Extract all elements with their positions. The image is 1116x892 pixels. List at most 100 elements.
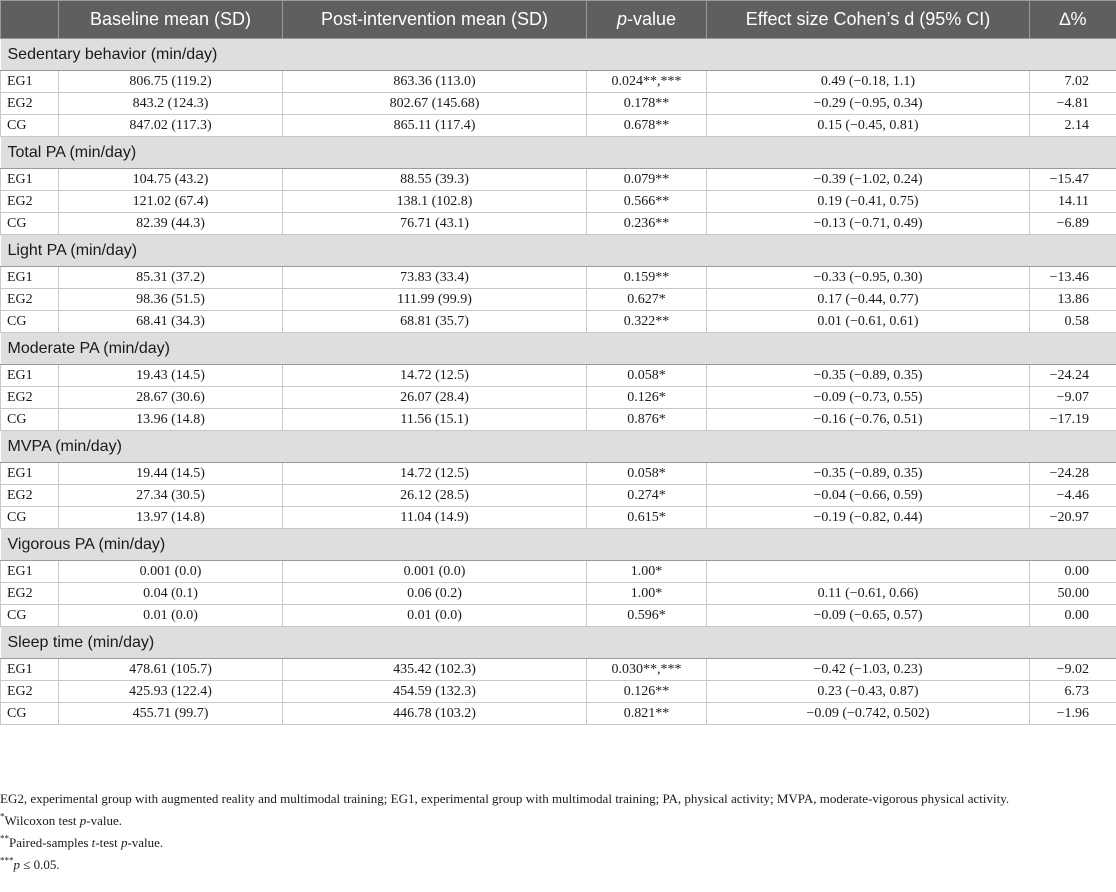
cell-group: CG <box>0 604 59 627</box>
cell-p-value: 0.030**,*** <box>586 658 707 681</box>
cell-baseline: 0.04 (0.1) <box>58 582 283 605</box>
cell-post-intervention: 0.06 (0.2) <box>282 582 587 605</box>
cell-p-value: 0.236** <box>586 212 707 235</box>
cell-group: EG2 <box>0 484 59 507</box>
cell-post-intervention: 0.001 (0.0) <box>282 560 587 583</box>
cell-p-value: 0.615* <box>586 506 707 529</box>
cell-effect-size: 0.15 (−0.45, 0.81) <box>706 114 1030 137</box>
table-row: EG2 28.67 (30.6) 26.07 (28.4) 0.126* −0.09 (… <box>0 386 1116 409</box>
table-row: CG 13.97 (14.8) 11.04 (14.9) 0.615* −0.19 (−… <box>0 506 1116 529</box>
table-row: CG 13.96 (14.8) 11.56 (15.1) 0.876* −0.16 (−… <box>0 408 1116 431</box>
header-p-rest: -value <box>626 9 677 29</box>
cell-delta-percent: −1.96 <box>1029 702 1116 725</box>
cell-group: EG1 <box>0 560 59 583</box>
cell-group: EG2 <box>0 386 59 409</box>
cell-baseline: 0.001 (0.0) <box>58 560 283 583</box>
cell-baseline: 104.75 (43.2) <box>58 168 283 191</box>
table-row: EG1 806.75 (119.2) 863.36 (113.0) 0.024**,*… <box>0 70 1116 93</box>
footnote-mark: ** <box>0 833 9 844</box>
cell-delta-percent: −24.28 <box>1029 462 1116 485</box>
cell-delta-percent: −6.89 <box>1029 212 1116 235</box>
table-row: CG 0.01 (0.0) 0.01 (0.0) 0.596* −0.09 (−0.65… <box>0 604 1116 627</box>
cell-baseline: 13.96 (14.8) <box>58 408 283 431</box>
footnote-mark: * <box>0 811 5 822</box>
section-title: Total PA (min/day) <box>0 136 1116 169</box>
cell-post-intervention: 68.81 (35.7) <box>282 310 587 333</box>
cell-p-value: 0.876* <box>586 408 707 431</box>
cell-post-intervention: 26.12 (28.5) <box>282 484 587 507</box>
cell-p-value: 0.024**,*** <box>586 70 707 93</box>
cell-effect-size: −0.35 (−0.89, 0.35) <box>706 364 1030 387</box>
cell-baseline: 98.36 (51.5) <box>58 288 283 311</box>
cell-effect-size: 0.49 (−0.18, 1.1) <box>706 70 1030 93</box>
cell-group: CG <box>0 310 59 333</box>
cell-post-intervention: 14.72 (12.5) <box>282 364 587 387</box>
cell-p-value: 0.274* <box>586 484 707 507</box>
cell-delta-percent: 0.00 <box>1029 604 1116 627</box>
cell-p-value: 0.821** <box>586 702 707 725</box>
cell-delta-percent: 13.86 <box>1029 288 1116 311</box>
section-title: Sleep time (min/day) <box>0 626 1116 659</box>
cell-effect-size: 0.17 (−0.44, 0.77) <box>706 288 1030 311</box>
cell-p-value: 0.126** <box>586 680 707 703</box>
cell-p-value: 0.678** <box>586 114 707 137</box>
cell-baseline: 455.71 (99.7) <box>58 702 283 725</box>
footnote-italic: p <box>120 835 128 850</box>
cell-p-value: 0.058* <box>586 364 707 387</box>
header-row: Baseline mean (SD) Post-intervention mea… <box>0 0 1116 39</box>
cell-delta-percent: 7.02 <box>1029 70 1116 93</box>
cell-group: EG1 <box>0 364 59 387</box>
cell-p-value: 0.566** <box>586 190 707 213</box>
cell-effect-size: −0.19 (−0.82, 0.44) <box>706 506 1030 529</box>
section-header-row: Total PA (min/day) <box>0 136 1116 169</box>
cell-baseline: 843.2 (124.3) <box>58 92 283 115</box>
cell-effect-size: −0.29 (−0.95, 0.34) <box>706 92 1030 115</box>
footnote-mark: *** <box>0 855 14 866</box>
cell-baseline: 19.43 (14.5) <box>58 364 283 387</box>
header-baseline: Baseline mean (SD) <box>58 0 283 39</box>
cell-group: EG1 <box>0 168 59 191</box>
section-title: Vigorous PA (min/day) <box>0 528 1116 561</box>
table-body: Sedentary behavior (min/day) EG1 806.75 (1… <box>0 38 1116 725</box>
table-row: EG1 19.43 (14.5) 14.72 (12.5) 0.058* −0.35 (… <box>0 364 1116 387</box>
cell-group: EG2 <box>0 288 59 311</box>
section-title: Sedentary behavior (min/day) <box>0 38 1116 71</box>
footnote-text: Paired-samples <box>9 835 92 850</box>
cell-effect-size: −0.09 (−0.73, 0.55) <box>706 386 1030 409</box>
cell-baseline: 19.44 (14.5) <box>58 462 283 485</box>
section-header-row: Vigorous PA (min/day) <box>0 528 1116 561</box>
cell-baseline: 28.67 (30.6) <box>58 386 283 409</box>
section-header-row: MVPA (min/day) <box>0 430 1116 463</box>
cell-post-intervention: 802.67 (145.68) <box>282 92 587 115</box>
cell-delta-percent: −9.02 <box>1029 658 1116 681</box>
cell-delta-percent: −4.81 <box>1029 92 1116 115</box>
section-header-row: Light PA (min/day) <box>0 234 1116 267</box>
cell-baseline: 13.97 (14.8) <box>58 506 283 529</box>
footnote-text: -value. <box>86 813 123 828</box>
cell-effect-size: −0.35 (−0.89, 0.35) <box>706 462 1030 485</box>
footnote-paired-t: **Paired-samples t-test p-value. <box>0 834 1114 851</box>
cell-p-value: 0.126* <box>586 386 707 409</box>
table-row: CG 68.41 (34.3) 68.81 (35.7) 0.322** 0.01 (−… <box>0 310 1116 333</box>
cell-delta-percent: 2.14 <box>1029 114 1116 137</box>
table-row: EG2 98.36 (51.5) 111.99 (99.9) 0.627* 0.17 (… <box>0 288 1116 311</box>
table-row: EG2 425.93 (122.4) 454.59 (132.3) 0.126** 0.… <box>0 680 1116 703</box>
cell-effect-size: −0.39 (−1.02, 0.24) <box>706 168 1030 191</box>
table-row: EG1 478.61 (105.7) 435.42 (102.3) 0.030**,*… <box>0 658 1116 681</box>
cell-baseline: 847.02 (117.3) <box>58 114 283 137</box>
footnote-abbreviations: EG2, experimental group with augmented r… <box>0 791 1010 806</box>
cell-post-intervention: 865.11 (117.4) <box>282 114 587 137</box>
header-p-italic: p <box>616 9 627 29</box>
cell-post-intervention: 14.72 (12.5) <box>282 462 587 485</box>
cell-effect-size: −0.16 (−0.76, 0.51) <box>706 408 1030 431</box>
cell-post-intervention: 88.55 (39.3) <box>282 168 587 191</box>
cell-effect-size: −0.09 (−0.742, 0.502) <box>706 702 1030 725</box>
cell-baseline: 806.75 (119.2) <box>58 70 283 93</box>
cell-p-value: 0.596* <box>586 604 707 627</box>
cell-baseline: 121.02 (67.4) <box>58 190 283 213</box>
header-p-value: p-value <box>586 0 707 39</box>
table-row: CG 847.02 (117.3) 865.11 (117.4) 0.678** 0.1… <box>0 114 1116 137</box>
cell-group: CG <box>0 408 59 431</box>
cell-delta-percent: −20.97 <box>1029 506 1116 529</box>
cell-effect-size <box>706 560 1030 583</box>
